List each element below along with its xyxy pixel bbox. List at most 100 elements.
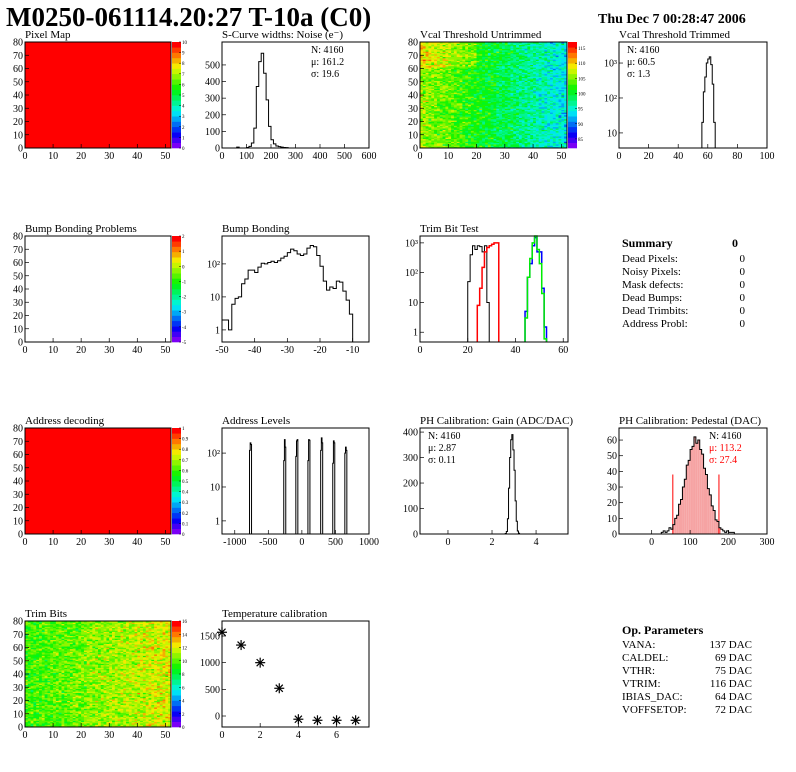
heatmap-cell	[30, 623, 34, 626]
heatmap-cell	[533, 42, 537, 44]
heatmap-cell	[552, 45, 557, 48]
heatmap-cell	[493, 109, 497, 112]
heatmap-cell	[468, 67, 472, 69]
heatmap-cell	[428, 133, 432, 136]
heatmap-cell	[462, 132, 466, 134]
heatmap-cell	[507, 102, 511, 105]
heatmap-cell	[538, 68, 542, 71]
heatmap-cell	[473, 118, 477, 121]
heatmap-cell	[473, 134, 477, 137]
fit-range-fill	[717, 521, 719, 534]
heatmap-cell	[564, 128, 568, 130]
heatmap-cell	[496, 49, 500, 52]
heatmap-cell	[456, 96, 460, 99]
heatmap-cell	[445, 87, 449, 89]
heatmap-cell	[533, 133, 537, 136]
heatmap-cell	[25, 635, 29, 638]
heatmap-cell	[420, 53, 424, 56]
heatmap-cell	[470, 116, 475, 118]
heatmap-cell	[473, 83, 477, 85]
heatmap-cell	[476, 116, 480, 118]
heatmap-cell	[30, 715, 34, 717]
heatmap-cell	[436, 51, 441, 54]
heatmap-cell	[561, 116, 565, 118]
heatmap-cell	[485, 120, 489, 122]
heatmap-cell	[552, 112, 557, 114]
heatmap-cell	[434, 120, 438, 122]
heatmap-cell	[527, 55, 531, 57]
heatmap-cell	[550, 130, 554, 133]
heatmap-cell	[550, 113, 554, 116]
heatmap-cell	[547, 133, 551, 136]
x-tick-label: -1000	[223, 537, 246, 548]
heatmap-cell	[428, 108, 432, 110]
colorbar-level	[172, 481, 181, 487]
heatmap-cell	[555, 61, 559, 64]
heatmap-cell	[465, 77, 469, 80]
heatmap-cell	[462, 110, 466, 113]
heatmap-cell	[476, 138, 480, 141]
heatmap-cell	[561, 95, 565, 97]
heatmap-cell	[470, 47, 475, 50]
heatmap-cell	[448, 132, 452, 134]
heatmap-cell	[428, 79, 432, 81]
heatmap-cell	[442, 134, 446, 137]
heatmap-cell	[420, 137, 424, 140]
heatmap-cell	[518, 67, 523, 69]
heatmap-cell	[487, 91, 492, 93]
heatmap-cell	[504, 113, 509, 116]
heatmap-cell	[499, 84, 503, 87]
heatmap-cell	[445, 44, 449, 47]
colorbar-level	[568, 132, 577, 138]
heatmap-cell	[27, 704, 32, 707]
heatmap-cell	[468, 125, 472, 128]
heatmap-cell	[442, 64, 446, 67]
heatmap-cell	[482, 91, 486, 93]
heatmap-cell	[33, 654, 37, 656]
heatmap-cell	[513, 65, 517, 68]
heatmap-cell	[451, 96, 455, 99]
heatmap-cell	[439, 55, 444, 57]
heatmap-cell	[521, 96, 525, 99]
heatmap-cell	[518, 68, 523, 71]
heatmap-cell	[487, 110, 492, 113]
heatmap-cell	[428, 69, 432, 72]
heatmap-cell	[468, 84, 472, 87]
heatmap-cell	[473, 59, 477, 61]
heatmap-cell	[479, 136, 483, 138]
heatmap-cell	[504, 102, 509, 105]
heatmap-cell	[527, 80, 531, 83]
heatmap-cell	[448, 116, 452, 118]
heatmap-cell	[476, 44, 480, 47]
heatmap-cell	[496, 63, 500, 65]
heatmap-cell	[544, 145, 548, 148]
heatmap-cell	[436, 69, 441, 72]
heatmap-cell	[453, 118, 458, 121]
heatmap-cell	[555, 68, 559, 71]
heatmap-cell	[527, 43, 531, 46]
heatmap-cell	[465, 76, 469, 79]
panel-title: Pixel Map	[25, 29, 71, 41]
heatmap-cell	[473, 60, 477, 63]
heatmap-cell	[530, 85, 534, 88]
heatmap-cell	[541, 75, 545, 77]
heatmap-cell	[468, 68, 472, 71]
heatmap-cell	[558, 87, 562, 89]
heatmap-cell	[496, 48, 500, 51]
heatmap-cell	[558, 145, 562, 148]
heatmap-cell	[439, 64, 444, 67]
heatmap-cell	[468, 110, 472, 113]
heatmap-cell	[555, 95, 559, 97]
heatmap-cell	[547, 145, 551, 148]
heatmap-cell	[544, 75, 548, 77]
heatmap-cell	[33, 671, 37, 674]
heatmap-cell	[476, 145, 480, 148]
heatmap-cell	[513, 42, 517, 44]
heatmap-cell	[544, 67, 548, 69]
heatmap-cell	[524, 141, 528, 144]
heatmap-cell	[558, 133, 562, 136]
heatmap-cell	[27, 623, 32, 626]
heatmap-cell	[448, 133, 452, 136]
heatmap-cell	[451, 53, 455, 56]
heatmap-cell	[456, 59, 460, 61]
